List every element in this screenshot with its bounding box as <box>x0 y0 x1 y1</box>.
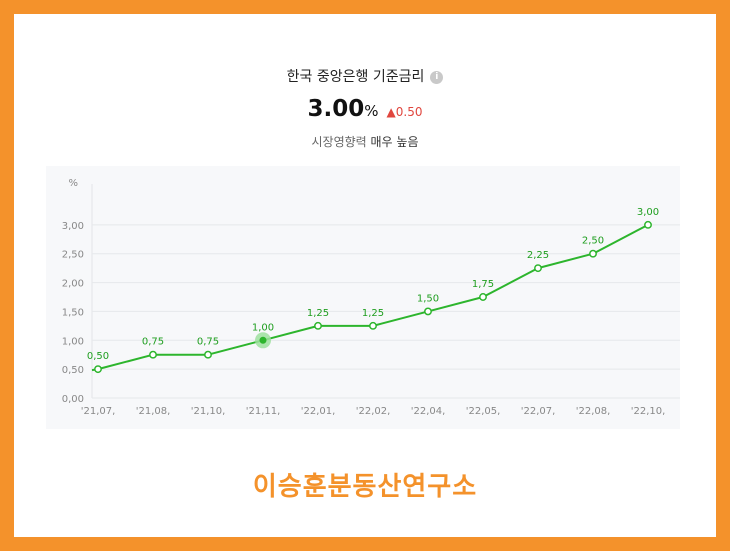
data-label: 1,00 <box>252 322 274 333</box>
data-point <box>424 307 432 316</box>
y-axis-label: % <box>68 178 78 189</box>
rate-value-row: 3.00% ▲0.50 <box>14 96 716 122</box>
data-point <box>369 321 377 330</box>
data-label: 0,50 <box>87 351 109 362</box>
y-tick-label: 2,50 <box>62 250 84 261</box>
x-tick-label: '21,11, <box>246 406 281 417</box>
influence-label: 시장영향력 <box>311 135 367 149</box>
data-point <box>259 336 267 344</box>
data-point <box>204 350 212 359</box>
rate-value: 3.00 <box>307 96 365 122</box>
series-line <box>97 223 649 371</box>
data-label: 2,50 <box>582 236 604 247</box>
header-title-row: 한국 중앙은행 기준금리 i <box>14 66 716 86</box>
chart-area: 0,00 0,50 1,00 1,50 2,00 2,50 3,00% '21,07, '21,… <box>46 166 680 429</box>
data-label: 1,75 <box>472 279 494 290</box>
data-point <box>534 264 542 273</box>
x-tick-label: '22,02, <box>356 406 391 417</box>
data-point <box>644 220 652 229</box>
data-label: 1,25 <box>307 308 329 319</box>
x-tick-label: '21,07, <box>81 406 116 417</box>
page-title: 한국 중앙은행 기준금리 <box>286 69 425 85</box>
y-tick-label: 1,00 <box>62 336 84 347</box>
rate-change-arrow-icon: ▲ <box>386 105 396 119</box>
y-tick-label: 1,50 <box>62 307 84 318</box>
data-point <box>94 365 102 374</box>
x-tick-label: '22,04, <box>411 406 446 417</box>
x-tick-label: '22,08, <box>576 406 611 417</box>
data-label: 3,00 <box>637 207 659 218</box>
x-tick-label: '22,10, <box>631 406 666 417</box>
influence-value: 매우 높음 <box>370 135 419 149</box>
info-icon[interactable]: i <box>430 70 444 84</box>
x-tick-label: '21,08, <box>136 406 171 417</box>
rate-line-chart: 0,000,501,001,502,002,503,00%'21,07, '21,… <box>62 178 680 417</box>
data-label: 0,75 <box>197 337 219 348</box>
y-tick-label: 3,00 <box>62 221 84 232</box>
data-label: 2,25 <box>527 250 549 261</box>
y-tick-label: 2,00 <box>62 279 84 290</box>
rate-change: 0.50 <box>395 105 423 119</box>
data-label: 1,25 <box>362 308 384 319</box>
influence-row: 시장영향력 매우 높음 <box>14 133 716 150</box>
data-point <box>589 249 597 258</box>
x-tick-label: '22,05, <box>466 406 501 417</box>
y-tick-label: 0,50 <box>62 365 84 376</box>
y-tick-label: 0,00 <box>62 394 84 405</box>
data-point <box>314 321 322 330</box>
rate-unit: % <box>364 102 379 120</box>
data-point <box>479 293 487 301</box>
card-frame: 한국 중앙은행 기준금리 i 3.00% ▲0.50 시장영향력 매우 높음 0,0… <box>14 14 716 537</box>
x-tick-label: '22,01, <box>301 406 336 417</box>
x-tick-label: '21,10, <box>191 406 226 417</box>
data-label: 0,75 <box>142 337 164 348</box>
x-tick-label: '22,07, <box>521 406 556 417</box>
data-point <box>149 350 157 359</box>
data-label: 1,50 <box>417 293 439 304</box>
watermark-text: 이승훈분동산연구소 <box>252 472 478 502</box>
